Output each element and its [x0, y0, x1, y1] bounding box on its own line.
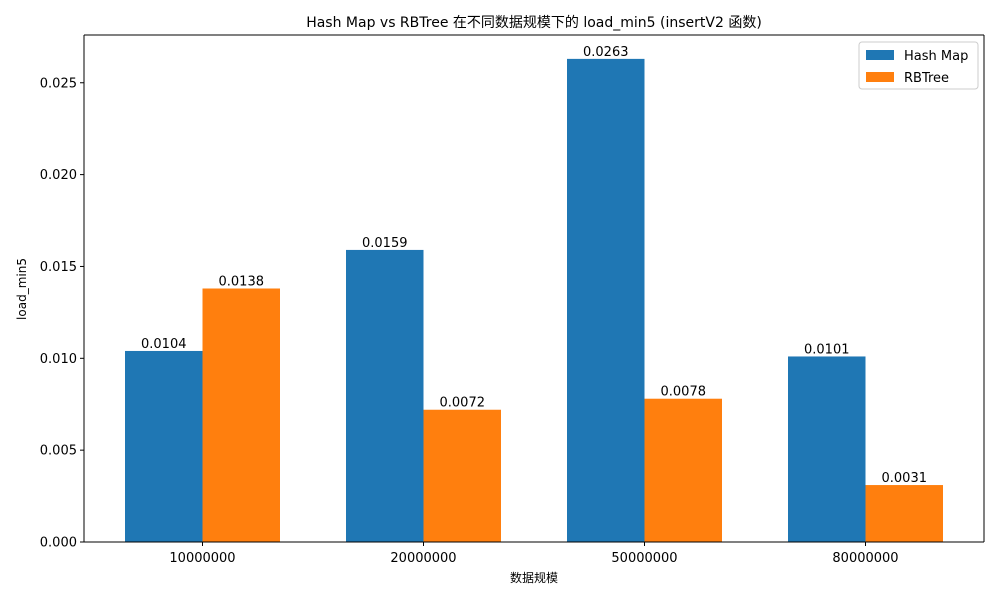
chart-title: Hash Map vs RBTree 在不同数据规模下的 load_min5 (… [306, 15, 762, 31]
y-tick-label: 0.005 [40, 444, 77, 459]
x-tick-label: 20000000 [390, 551, 456, 566]
x-tick-label: 10000000 [169, 551, 235, 566]
legend-label: Hash Map [904, 49, 968, 64]
data-label: 0.0031 [882, 471, 928, 486]
bar-hash-map-10000000 [125, 350, 203, 542]
y-tick-label: 0.020 [40, 168, 77, 183]
bar-rbtree-20000000 [423, 409, 501, 542]
data-label: 0.0138 [219, 275, 265, 290]
data-label: 0.0159 [362, 236, 408, 251]
bar-rbtree-10000000 [202, 288, 280, 542]
legend-swatch-hash-map [866, 50, 894, 60]
data-label: 0.0263 [583, 45, 629, 60]
y-axis-label: load_min5 [15, 258, 29, 320]
data-label: 0.0078 [661, 385, 707, 400]
bar-rbtree-50000000 [644, 398, 722, 542]
legend-label: RBTree [904, 71, 949, 86]
data-label: 0.0072 [440, 396, 486, 411]
legend-swatch-rbtree [866, 72, 894, 82]
bar-hash-map-80000000 [788, 356, 866, 542]
x-axis-label: 数据规模 [510, 570, 558, 585]
data-label: 0.0104 [141, 337, 187, 352]
bar-hash-map-50000000 [567, 58, 645, 543]
y-tick-label: 0.015 [40, 260, 77, 275]
bar-rbtree-80000000 [865, 485, 943, 542]
x-tick-label: 50000000 [611, 551, 677, 566]
plot-area: 0.0104 0.0159 0.0263 0.0101 0.0138 0.0072 0.00… [40, 34, 985, 566]
x-tick-label: 80000000 [832, 551, 898, 566]
y-tick-label: 0.010 [40, 352, 77, 367]
bar-hash-map-20000000 [346, 249, 424, 542]
y-tick-label: 0.000 [40, 536, 77, 551]
data-label: 0.0101 [804, 342, 850, 357]
y-tick-label: 0.025 [40, 76, 77, 91]
